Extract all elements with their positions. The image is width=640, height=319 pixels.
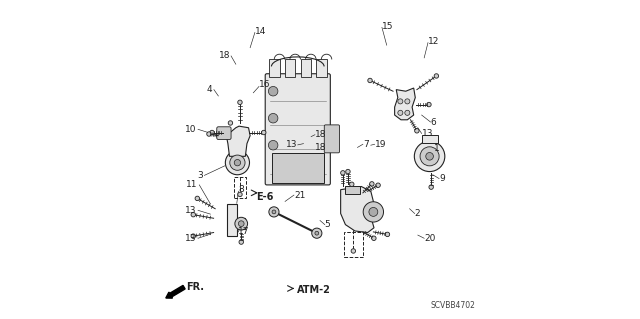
Circle shape — [427, 102, 431, 107]
Text: 13: 13 — [422, 129, 433, 138]
FancyBboxPatch shape — [217, 127, 231, 139]
Circle shape — [191, 212, 195, 217]
Text: 12: 12 — [428, 37, 440, 46]
Circle shape — [346, 169, 350, 174]
Text: 2: 2 — [415, 209, 420, 218]
FancyBboxPatch shape — [324, 125, 340, 153]
Circle shape — [340, 171, 345, 175]
Circle shape — [239, 240, 243, 244]
Circle shape — [237, 192, 242, 197]
Bar — [344, 232, 363, 257]
Circle shape — [268, 140, 278, 150]
Circle shape — [315, 231, 319, 235]
Text: 10: 10 — [185, 125, 196, 134]
Circle shape — [230, 155, 245, 170]
Text: 8: 8 — [238, 185, 244, 194]
Text: 3: 3 — [197, 171, 203, 180]
Circle shape — [368, 78, 372, 83]
Text: E-6: E-6 — [256, 192, 273, 202]
Circle shape — [234, 160, 241, 166]
Circle shape — [195, 196, 200, 201]
Bar — [285, 59, 295, 77]
Text: 17: 17 — [238, 227, 250, 236]
Text: 19: 19 — [374, 140, 386, 149]
Circle shape — [372, 236, 376, 241]
Text: 6: 6 — [431, 117, 436, 127]
Circle shape — [312, 228, 322, 238]
Text: 15: 15 — [382, 22, 394, 31]
Text: 4: 4 — [207, 85, 212, 94]
Bar — [345, 186, 360, 195]
Circle shape — [426, 152, 433, 160]
Circle shape — [415, 129, 419, 133]
Text: 18: 18 — [315, 143, 326, 152]
Text: 18: 18 — [315, 130, 326, 139]
Text: 20: 20 — [424, 234, 436, 243]
Polygon shape — [227, 126, 250, 156]
Circle shape — [268, 86, 278, 96]
Text: 14: 14 — [255, 27, 266, 36]
Circle shape — [429, 185, 433, 189]
Circle shape — [376, 183, 380, 188]
FancyBboxPatch shape — [265, 74, 330, 185]
Circle shape — [420, 147, 439, 166]
Circle shape — [268, 114, 278, 123]
Circle shape — [191, 234, 195, 238]
Text: 21: 21 — [294, 190, 305, 200]
Text: 13: 13 — [185, 206, 196, 215]
Text: 5: 5 — [324, 220, 330, 229]
Circle shape — [369, 207, 378, 216]
Circle shape — [370, 182, 374, 186]
Text: ATM-2: ATM-2 — [297, 286, 331, 295]
Text: FR.: FR. — [187, 282, 205, 292]
Circle shape — [363, 202, 383, 222]
Circle shape — [269, 207, 279, 217]
Circle shape — [351, 249, 356, 253]
Circle shape — [349, 182, 354, 187]
Text: 16: 16 — [259, 80, 271, 89]
Text: 1: 1 — [434, 144, 440, 153]
Circle shape — [385, 232, 390, 237]
Text: 13: 13 — [286, 140, 298, 149]
Bar — [422, 135, 438, 143]
Circle shape — [237, 100, 242, 105]
Circle shape — [207, 132, 211, 136]
Circle shape — [398, 110, 403, 115]
Circle shape — [272, 210, 276, 214]
Bar — [301, 59, 311, 77]
Circle shape — [398, 99, 403, 104]
Circle shape — [235, 217, 248, 230]
Polygon shape — [227, 204, 245, 236]
Text: SCVBB4702: SCVBB4702 — [431, 301, 476, 310]
Circle shape — [414, 141, 445, 172]
Bar — [272, 153, 324, 183]
Text: 18: 18 — [219, 51, 230, 61]
Polygon shape — [340, 187, 374, 233]
Circle shape — [228, 121, 233, 125]
Polygon shape — [395, 88, 415, 120]
Text: 11: 11 — [186, 181, 198, 189]
Circle shape — [225, 151, 250, 175]
Circle shape — [210, 130, 214, 135]
Bar — [234, 177, 246, 197]
Bar — [269, 59, 280, 77]
Circle shape — [405, 110, 410, 115]
Circle shape — [238, 221, 244, 226]
Circle shape — [262, 130, 266, 135]
Circle shape — [405, 99, 410, 104]
Text: 7: 7 — [363, 140, 369, 149]
Bar — [316, 59, 326, 77]
Circle shape — [434, 74, 438, 78]
Text: 13: 13 — [185, 234, 196, 243]
Text: 9: 9 — [439, 174, 445, 183]
FancyArrow shape — [166, 286, 185, 298]
